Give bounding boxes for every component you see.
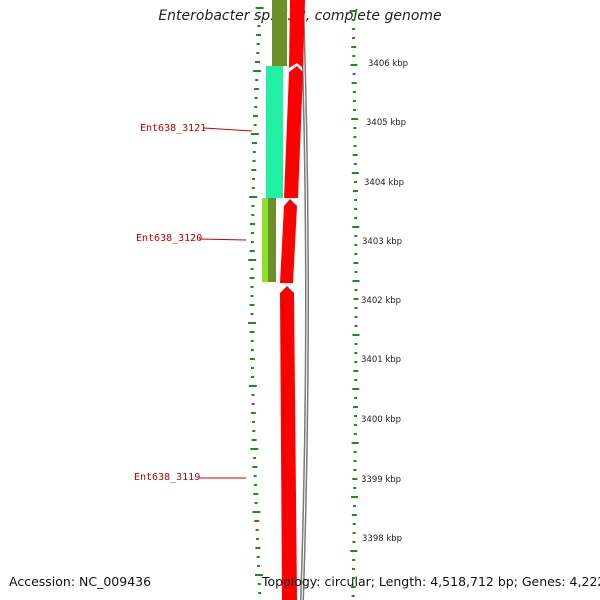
scale-label: 3403 kbp: [362, 237, 402, 247]
topology-summary: Topology: circular; Length: 4,518,712 bp…: [262, 574, 600, 589]
gene-label-ent638-3119[interactable]: Ent638_3119: [134, 472, 200, 483]
scale-label: 3398 kbp: [362, 534, 402, 544]
scale-label: 3404 kbp: [364, 178, 404, 188]
gene-label-ent638-3121[interactable]: Ent638_3121: [140, 123, 206, 134]
gene-label-line: [203, 127, 253, 132]
feature-block-teal: [266, 66, 283, 198]
scale-label: 3405 kbp: [366, 118, 406, 128]
scale-label: 3402 kbp: [361, 296, 401, 306]
gc-skew-ticks-right: [349, 10, 360, 597]
scale-label: 3406 kbp: [368, 59, 408, 69]
accession-text: Accession: NC_009436: [9, 574, 152, 589]
gc-skew-ticks-left: [248, 7, 264, 594]
backbone-inner: [301, 0, 308, 600]
cds-arrow-top: [289, 0, 305, 68]
feature-block-olive: [272, 0, 287, 66]
cds-arrow-3121: [284, 66, 303, 198]
gene-label-ent638-3120[interactable]: Ent638_3120: [136, 233, 202, 244]
scale-label: 3400 kbp: [361, 415, 401, 425]
feature-block-olive-2: [268, 198, 276, 282]
scale-label: 3401 kbp: [361, 355, 401, 365]
scale-label: 3399 kbp: [361, 475, 401, 485]
cds-arrow-3120: [280, 199, 297, 283]
gene-label-line: [198, 238, 247, 241]
cds-arrow-3119: [280, 286, 297, 600]
